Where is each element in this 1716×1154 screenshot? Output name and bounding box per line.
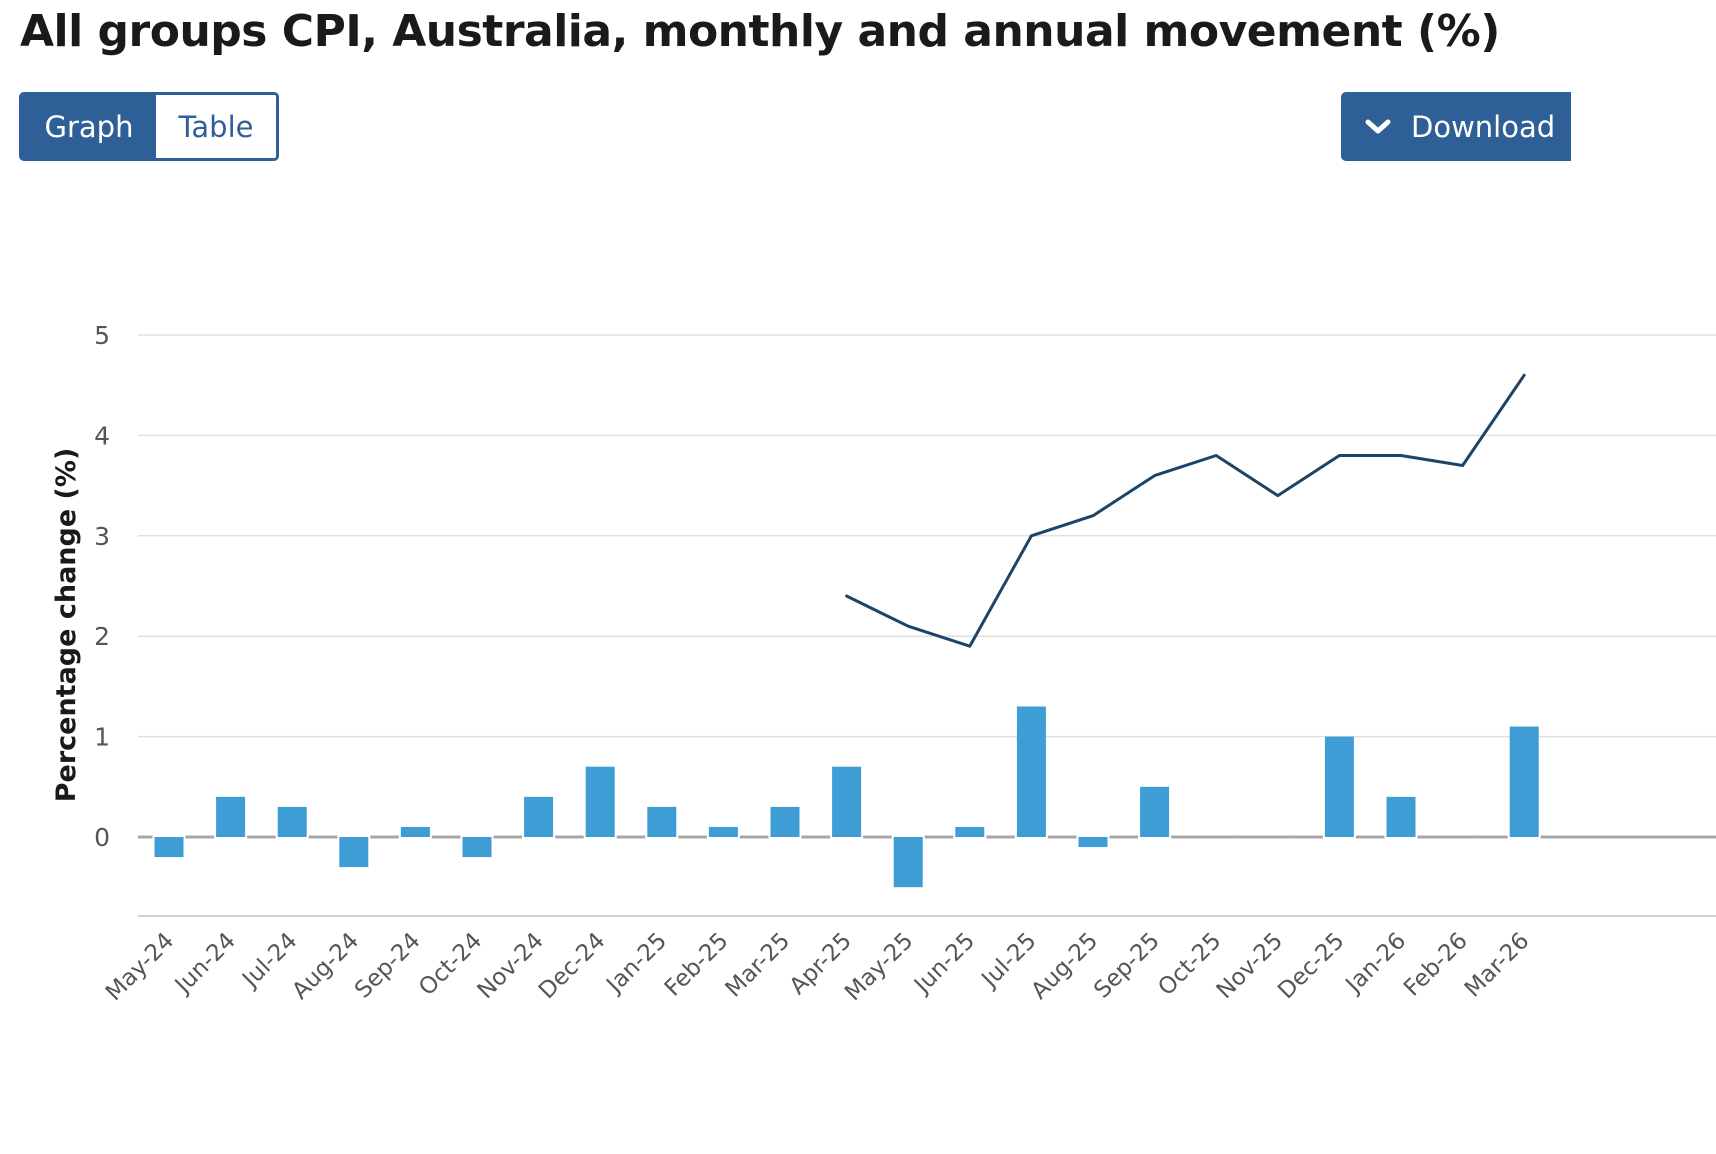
bar [955, 826, 985, 837]
x-tick-label: Mar-25 [721, 928, 796, 1003]
y-tick-label: 4 [94, 421, 110, 450]
x-tick-label: Aug-24 [287, 928, 364, 1005]
bar [277, 806, 307, 837]
annual-movement-line [845, 373, 1526, 648]
x-tick-label: Jun-24 [169, 928, 241, 1000]
x-tick-label: Jun-25 [908, 928, 980, 1000]
bar [339, 837, 369, 868]
x-tick-label: Nov-24 [473, 928, 549, 1004]
x-tick-label: Dec-24 [534, 928, 610, 1004]
bar [770, 806, 800, 837]
y-tick-label: 1 [94, 723, 110, 752]
x-tick-label: Jan-25 [601, 928, 672, 999]
bar [1016, 706, 1046, 837]
table-tab[interactable]: Table [156, 95, 276, 158]
bar [1386, 796, 1416, 837]
download-button[interactable]: Download [1341, 92, 1571, 161]
y-tick-label: 5 [94, 321, 110, 350]
x-tick-label: Feb-26 [1399, 928, 1473, 1002]
x-tick-label: Jan-26 [1340, 928, 1411, 999]
bar [524, 796, 554, 837]
view-toggle: Graph Table [19, 92, 279, 161]
x-tick-label: Sep-24 [350, 928, 426, 1004]
x-tick-label: Feb-25 [660, 928, 734, 1002]
y-tick-label: 3 [94, 522, 110, 551]
bar [1324, 736, 1354, 837]
bar [708, 826, 738, 837]
bar [832, 766, 862, 837]
x-tick-label: May-25 [840, 928, 918, 1006]
bar [585, 766, 615, 837]
y-axis-label: Percentage change (%) [51, 448, 82, 803]
bar [1140, 786, 1170, 837]
bar [1078, 837, 1108, 848]
chevron-down-icon [1365, 118, 1391, 136]
chart-area: 0 1 2 3 4 5 Percentage change (%) May-24 Jun-24 J… [0, 300, 1716, 1054]
bar [154, 837, 184, 858]
download-label: Download [1411, 109, 1556, 144]
x-tick-label: Mar-26 [1460, 928, 1535, 1003]
y-tick-label: 2 [94, 622, 110, 651]
x-tick-label: Dec-25 [1273, 928, 1349, 1004]
bar [1509, 726, 1539, 837]
y-tick-label: 0 [94, 823, 110, 852]
bar [462, 837, 492, 858]
bar [647, 806, 677, 837]
bar [893, 837, 923, 888]
x-tick-label: Sep-25 [1089, 928, 1165, 1004]
graph-tab[interactable]: Graph [22, 95, 156, 158]
bar [400, 826, 430, 837]
page-title: All groups CPI, Australia, monthly and a… [20, 6, 1500, 57]
bar [216, 796, 246, 837]
x-tick-label: Aug-25 [1027, 928, 1104, 1005]
x-tick-label: May-24 [101, 928, 179, 1006]
x-tick-label: Nov-25 [1212, 928, 1288, 1004]
